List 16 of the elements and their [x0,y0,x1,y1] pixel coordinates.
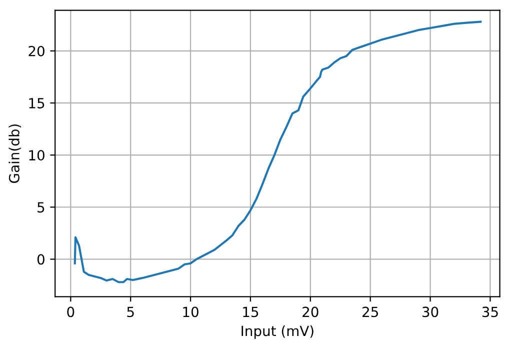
y-tick-label: 10 [29,150,44,161]
y-tick-label: 5 [38,202,44,213]
x-tick-label: 15 [243,306,258,318]
x-tick-label: 30 [422,306,438,318]
y-tick-label: 15 [29,98,44,108]
x-tick-label: 0 [67,306,74,318]
y-tick-label: 0 [37,254,44,265]
line-series [74,20,482,284]
x-axis-title: Input (mV) [242,325,314,339]
x-tick-label: 25 [362,306,378,318]
x-tick-label: 5 [127,306,134,318]
y-tick-label: 20 [28,46,44,56]
x-tick-label: 20 [302,306,318,318]
x-tick-label: 10 [183,306,198,318]
x-tick-label: 35 [482,306,498,318]
y-axis-title: Gain(db) [8,124,22,183]
